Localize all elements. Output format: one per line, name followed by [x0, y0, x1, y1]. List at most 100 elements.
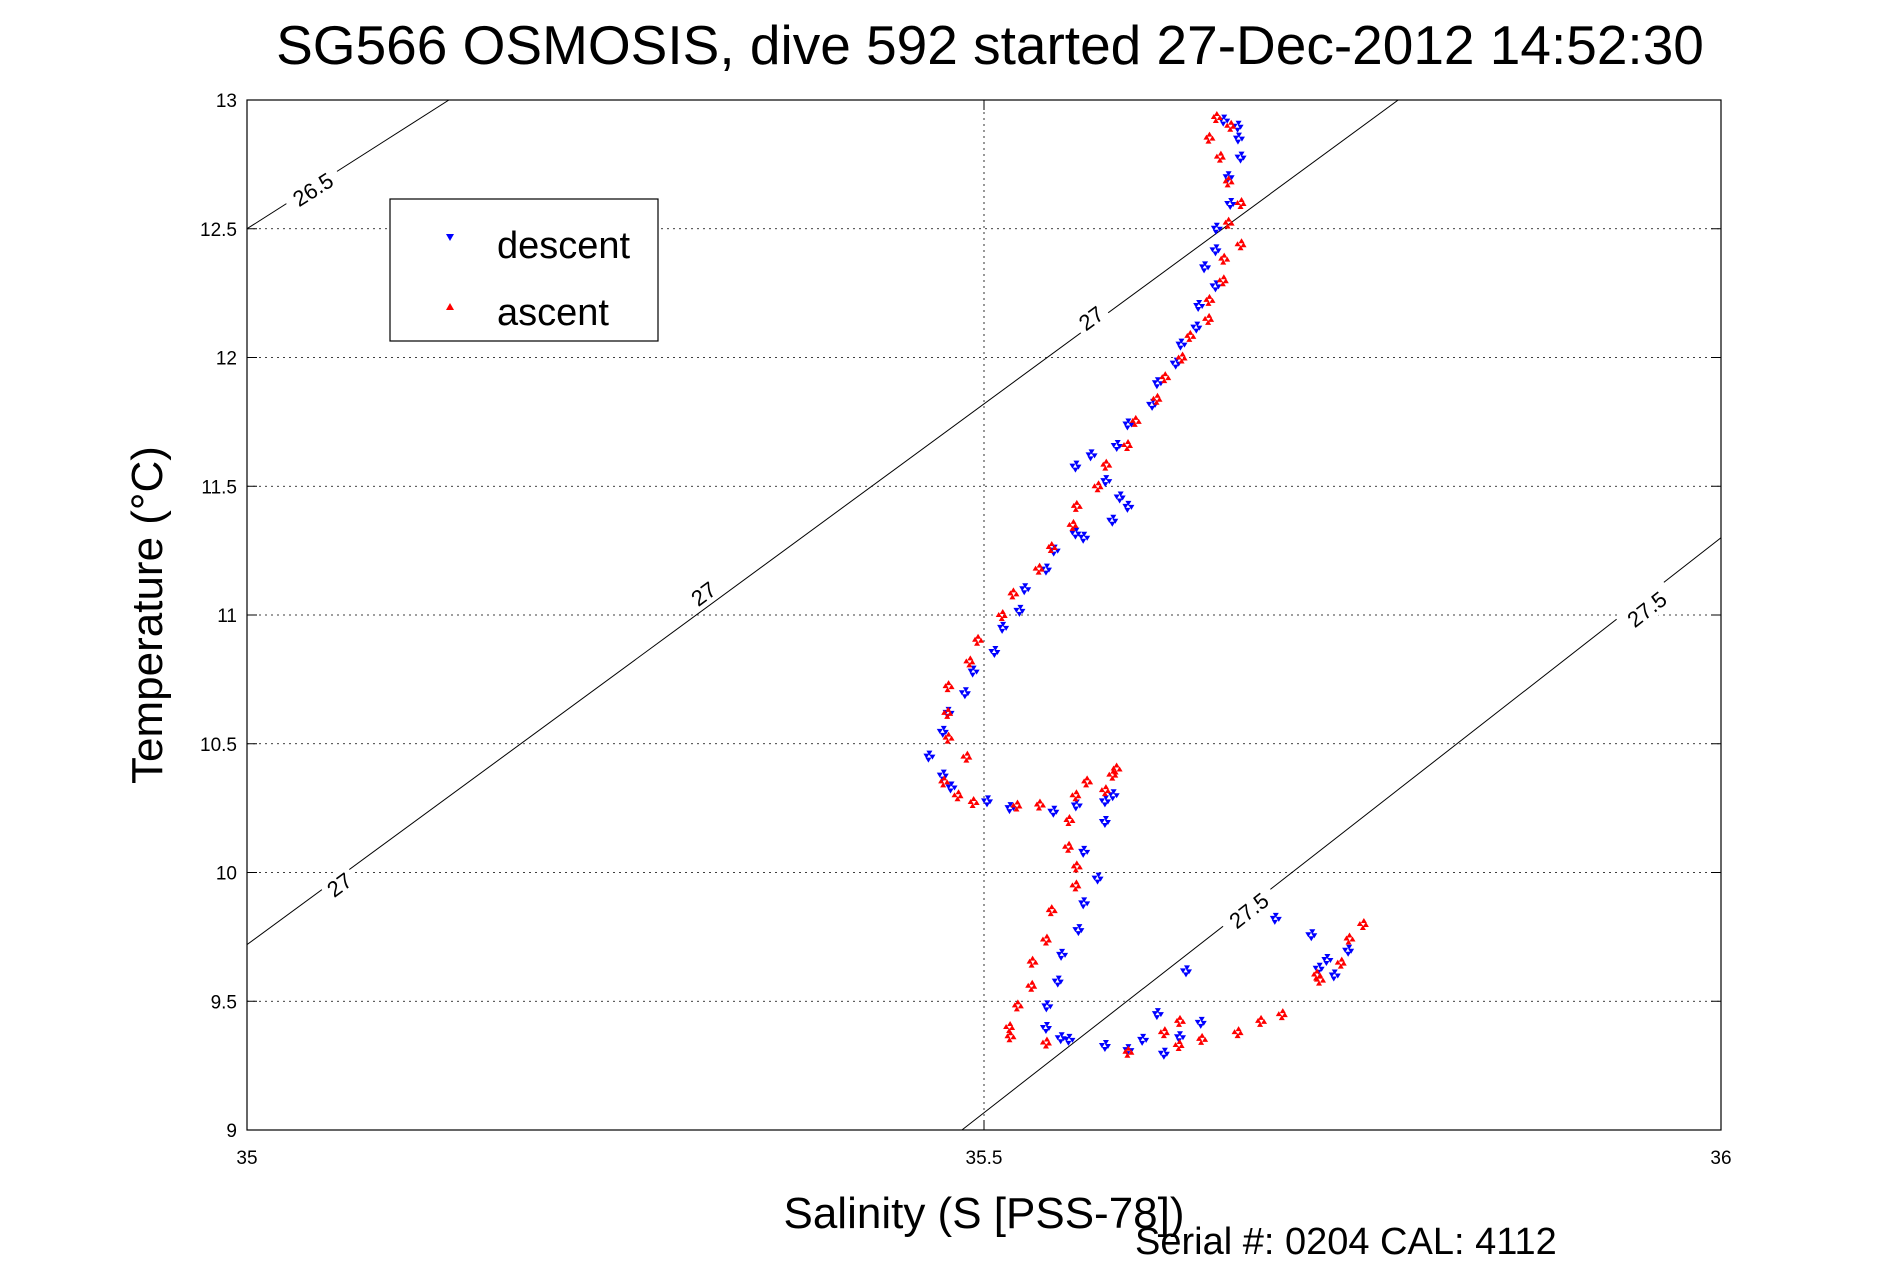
descent-point — [936, 728, 943, 734]
ascent-point — [1033, 801, 1040, 807]
ascent-point — [1206, 293, 1213, 299]
y-tick-label: 13 — [216, 91, 237, 112]
descent-point — [1017, 604, 1024, 610]
descent-point — [1080, 852, 1087, 858]
ascent-point — [967, 655, 974, 661]
ascent-point — [1063, 817, 1070, 822]
descent-point — [1237, 124, 1244, 130]
ascent-point — [1072, 506, 1079, 512]
descent-point — [1104, 799, 1111, 805]
descent-point — [1173, 1034, 1180, 1040]
descent-point — [1078, 534, 1085, 540]
ascent-point — [1338, 956, 1345, 962]
descent-point — [1140, 1033, 1147, 1039]
ascent-point — [1014, 799, 1021, 805]
ascent-point — [1069, 882, 1076, 888]
ascent-point — [1219, 281, 1226, 287]
ascent-point — [1216, 157, 1223, 163]
descent-point — [1122, 503, 1129, 509]
ascent-point — [1163, 1030, 1170, 1036]
descent-point — [1154, 377, 1161, 383]
descent-point — [1047, 1004, 1054, 1010]
ascent-point — [1011, 1002, 1018, 1008]
descent-point — [1069, 1037, 1076, 1043]
ascent-point — [1066, 521, 1073, 527]
ascent-point — [1190, 333, 1197, 339]
ascent-point — [1221, 252, 1228, 258]
descent-point — [942, 773, 949, 779]
descent-point — [1153, 1015, 1160, 1021]
descent-point — [1110, 514, 1117, 520]
ascent-point — [1042, 1043, 1049, 1049]
ascent-point — [1184, 332, 1191, 338]
ascent-point — [1106, 771, 1113, 777]
descent-point — [1157, 1012, 1164, 1018]
y-tick-label: 10.5 — [200, 735, 237, 756]
ascent-point — [1109, 775, 1116, 781]
y-axis-label: Temperature (°C) — [123, 446, 172, 784]
ascent-point — [1334, 959, 1341, 965]
descent-point — [1058, 955, 1065, 961]
descent-point — [1154, 1008, 1161, 1014]
ascent-point — [1029, 955, 1036, 961]
ascent-point — [1029, 979, 1036, 985]
descent-point — [1234, 127, 1241, 133]
ascent-point — [1045, 937, 1052, 943]
ascent-point — [1176, 1014, 1183, 1020]
descent-point — [1113, 447, 1120, 453]
ascent-point — [1036, 562, 1043, 568]
descent-point — [1185, 969, 1192, 975]
ascent-point — [1356, 921, 1363, 926]
descent-point — [1045, 1026, 1052, 1031]
ascent-point — [1039, 1039, 1046, 1045]
contour-label-bg — [1070, 298, 1112, 338]
descent-point — [1117, 491, 1124, 497]
descent-point — [1081, 845, 1088, 851]
descent-point — [1054, 982, 1061, 988]
descent-point — [1007, 802, 1014, 808]
ascent-point — [1205, 300, 1212, 306]
descent-point — [951, 785, 958, 791]
ascent-point — [947, 710, 954, 716]
descent-point — [994, 650, 1001, 656]
ascent-point — [1202, 315, 1209, 321]
descent-point — [1235, 120, 1242, 126]
ascent-point — [1337, 963, 1344, 969]
ascent-point — [1165, 375, 1172, 381]
descent-point — [1070, 802, 1077, 808]
descent-point — [1113, 494, 1120, 500]
ascent-point — [1261, 1018, 1268, 1024]
ascent-point — [1103, 458, 1110, 464]
series-ascent — [938, 111, 1369, 1058]
descent-point — [1225, 171, 1232, 177]
legend-ascent-marker — [446, 303, 454, 310]
legend: descent ascent — [389, 198, 659, 342]
ascent-point — [1279, 1008, 1286, 1014]
descent-point — [1234, 139, 1241, 145]
ascent-point — [1113, 762, 1120, 768]
descent-point — [1183, 965, 1190, 971]
contour-line — [961, 537, 1721, 1130]
descent-point — [926, 750, 933, 756]
descent-point — [1085, 452, 1092, 458]
ascent-point — [1345, 939, 1352, 945]
descent-point — [973, 669, 980, 675]
ascent-point — [1043, 933, 1050, 939]
descent-point — [1199, 304, 1206, 309]
ascent-point — [1035, 569, 1042, 575]
ascent-point — [1222, 278, 1229, 284]
ascent-point — [1006, 1037, 1013, 1043]
ascent-point — [1238, 238, 1245, 244]
ascent-point — [1202, 1036, 1209, 1042]
ascent-point — [1230, 123, 1237, 129]
descent-point — [1025, 587, 1032, 593]
descent-point — [1102, 816, 1109, 821]
ascent-point — [1219, 154, 1226, 160]
ascent-point — [1048, 904, 1055, 910]
descent-point — [1240, 155, 1247, 161]
descent-point — [923, 753, 930, 759]
descent-point — [1210, 225, 1217, 231]
descent-point — [1181, 342, 1188, 348]
ascent-point — [1216, 277, 1223, 283]
